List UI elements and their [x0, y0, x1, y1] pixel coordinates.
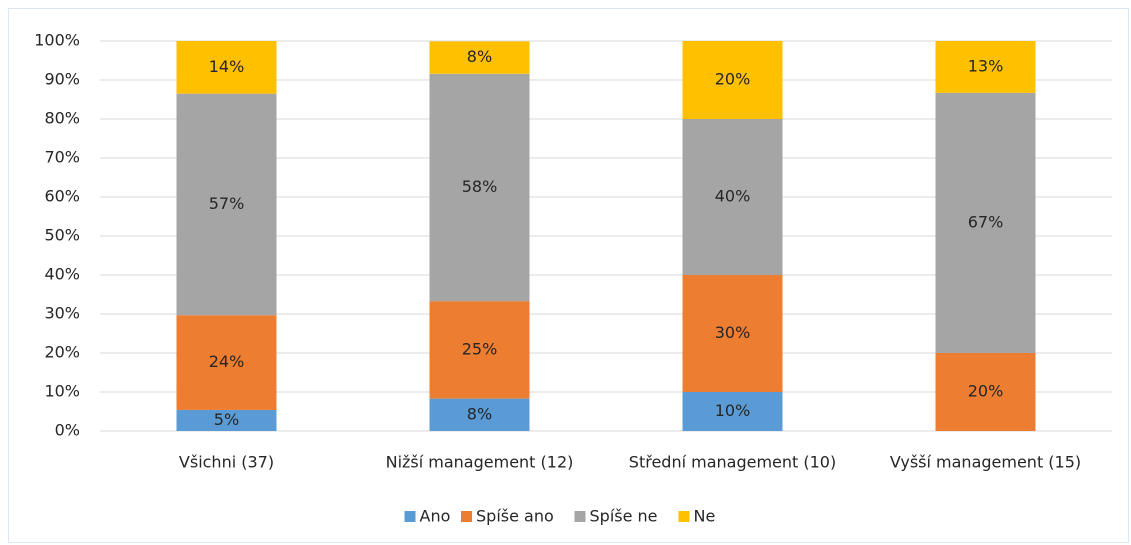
legend-label: Spíše ne — [590, 507, 658, 526]
y-tick-label: 90% — [44, 70, 80, 89]
bar-segment — [935, 353, 1036, 431]
bar-segment — [429, 73, 530, 302]
data-label: 8% — [467, 404, 492, 423]
x-tick-label: Všichni (37) — [179, 453, 274, 472]
bar-segment — [176, 315, 277, 410]
data-label: 30% — [715, 323, 751, 342]
legend-label: Ne — [694, 507, 716, 526]
data-label: 67% — [968, 212, 1004, 231]
legend-label: Spíše ano — [476, 507, 554, 526]
legend-label: Ano — [420, 507, 451, 526]
y-tick-label: 30% — [44, 304, 80, 323]
bar-segment — [429, 301, 530, 399]
legend-swatch — [678, 511, 690, 522]
y-tick-label: 10% — [44, 382, 80, 401]
bar-segment — [429, 398, 530, 431]
legend-swatch — [574, 511, 586, 522]
bar-segment — [176, 409, 277, 431]
y-tick-label: 0% — [55, 421, 80, 440]
data-label: 40% — [715, 187, 751, 206]
x-tick-label: Vyšší management (15) — [890, 453, 1081, 472]
y-tick-label: 70% — [44, 148, 80, 167]
y-tick-label: 80% — [44, 109, 80, 128]
data-label: 14% — [209, 57, 245, 76]
y-tick-label: 100% — [34, 31, 80, 50]
y-tick-label: 50% — [44, 226, 80, 245]
bar-segment — [682, 275, 783, 392]
legend-swatch — [461, 511, 472, 522]
data-label: 57% — [209, 194, 245, 213]
data-label: 20% — [968, 382, 1004, 401]
bar-segment — [935, 92, 1036, 354]
data-label: 25% — [462, 339, 498, 358]
y-tick-label: 40% — [44, 265, 80, 284]
y-tick-label: 60% — [44, 187, 80, 206]
data-label: 13% — [968, 56, 1004, 75]
bar-segment — [935, 41, 1036, 93]
y-tick-label: 20% — [44, 343, 80, 362]
bar-segment — [682, 41, 783, 119]
x-tick-label: Střední management (10) — [629, 453, 836, 472]
x-tick-label: Nižší management (12) — [386, 453, 574, 472]
data-label: 10% — [715, 401, 751, 420]
data-label: 58% — [462, 177, 498, 196]
data-label: 5% — [214, 410, 239, 429]
bar-segment — [176, 41, 277, 94]
bar-segment — [176, 93, 277, 316]
data-label: 24% — [209, 352, 245, 371]
legend-swatch — [404, 511, 416, 522]
bar-segment — [682, 119, 783, 275]
chart-frame — [8, 8, 1129, 543]
bar-segment — [682, 392, 783, 431]
data-label: 8% — [467, 47, 492, 66]
bar-segment — [429, 41, 530, 74]
data-label: 20% — [715, 70, 751, 89]
